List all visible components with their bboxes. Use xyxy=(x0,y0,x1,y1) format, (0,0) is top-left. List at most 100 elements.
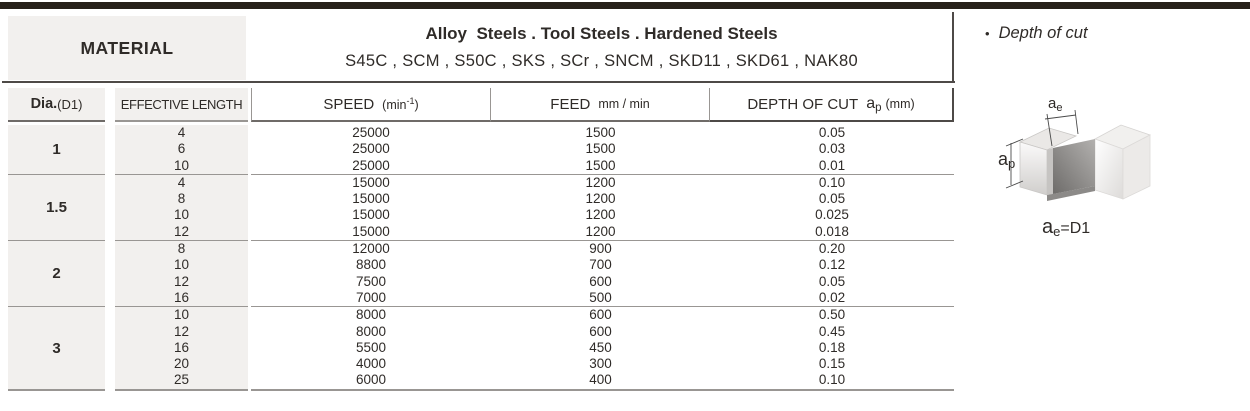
feed-value: 700 xyxy=(589,257,612,273)
steel-types-header-cell: Alloy Steels . Tool Steels . Hardened St… xyxy=(251,12,954,81)
depth-value: 0.025 xyxy=(815,207,849,223)
effective-length-value: 12 xyxy=(173,323,190,339)
table-row: 15000 1200 0.018 xyxy=(251,224,954,240)
table-row: 12000 900 0.20 xyxy=(251,241,954,257)
depth-value: 0.018 xyxy=(815,223,849,239)
depth-value: 0.01 xyxy=(818,157,846,173)
ae-equals-d1-equation: ae=D1 xyxy=(1042,216,1091,239)
feed-value: 600 xyxy=(589,307,612,323)
column-header-depth-of-cut: DEPTH OF CUT ap (mm) xyxy=(710,88,954,122)
speed-value: 25000 xyxy=(352,157,390,173)
values-group: 12000 900 0.20 8800 700 0.12 7500 600 0.05 7000 50… xyxy=(251,241,954,308)
diameter-group-label: 2 xyxy=(8,241,105,308)
speed-unit: (min-1) xyxy=(382,95,419,113)
depth-value: 0.02 xyxy=(818,289,846,305)
speed-value: 7500 xyxy=(355,273,387,289)
values-columns-body: 25000 1500 0.05 25000 1500 0.03 25000 1500 0.01 1… xyxy=(251,125,954,391)
speed-value: 15000 xyxy=(352,191,390,207)
ap-dimension-label: ap xyxy=(998,149,1016,171)
effective-length-value: 16 xyxy=(173,289,190,305)
depth-value: 0.50 xyxy=(818,307,846,323)
feed-value: 1200 xyxy=(585,207,616,223)
depth-value: 0.12 xyxy=(818,257,846,273)
ae-dimension-label: ae xyxy=(1048,95,1063,114)
diameter-label: Dia. xyxy=(30,96,58,112)
material-header-cell: MATERIAL xyxy=(8,16,246,80)
depth-value: 0.20 xyxy=(818,241,846,257)
ae-extension-right xyxy=(1074,109,1079,135)
right-block-side-face xyxy=(1122,134,1151,200)
depth-of-cut-diagram xyxy=(1005,109,1152,201)
depth-value: 0.10 xyxy=(818,174,846,190)
feed-value: 600 xyxy=(589,323,612,339)
speed-value: 4000 xyxy=(355,356,387,372)
speed-value: 25000 xyxy=(352,141,390,157)
values-group: 25000 1500 0.05 25000 1500 0.03 25000 1500 0.01 xyxy=(251,125,954,175)
depth-value: 0.05 xyxy=(818,191,846,207)
effective-length-value: 4 xyxy=(177,174,186,190)
ap-tick-bottom xyxy=(1005,180,1024,189)
speed-value: 8800 xyxy=(355,257,387,273)
table-row: 25000 1500 0.03 xyxy=(251,141,954,157)
feed-value: 1500 xyxy=(585,141,616,157)
speed-value: 15000 xyxy=(352,223,390,239)
ap-tick-top xyxy=(1005,138,1024,147)
diameter-symbol: (D1) xyxy=(57,96,83,112)
depth-of-cut-caption: • Depth of cut xyxy=(985,24,1088,43)
feed-value: 400 xyxy=(589,372,612,388)
effective-length-value: 4 xyxy=(177,125,186,140)
table-row: 6000 400 0.10 xyxy=(251,372,954,388)
feed-value: 600 xyxy=(589,273,612,289)
table-row: 8000 600 0.45 xyxy=(251,324,954,340)
column-header-speed: SPEED (min-1) xyxy=(251,88,491,122)
depth-value: 0.15 xyxy=(818,356,846,372)
feed-unit: mm / min xyxy=(598,97,650,111)
diameter-group-label: 1 xyxy=(8,125,105,175)
speed-value: 8000 xyxy=(355,323,387,339)
effective-length-value: 25 xyxy=(173,372,190,388)
ae-extension-left xyxy=(1046,113,1053,147)
effective-length-value: 16 xyxy=(173,339,190,355)
effective-length-value: 10 xyxy=(173,207,190,223)
feed-value: 500 xyxy=(589,289,612,305)
table-row: 15000 1200 0.025 xyxy=(251,207,954,223)
table-row: 5500 450 0.18 xyxy=(251,340,954,356)
feed-label: FEED xyxy=(550,95,591,113)
feed-value: 900 xyxy=(589,241,612,257)
depth-of-cut-label: DEPTH OF CUT xyxy=(747,95,859,113)
depth-value: 0.03 xyxy=(818,141,846,157)
steel-types-title: Alloy Steels . Tool Steels . Hardened St… xyxy=(425,24,778,43)
diameter-group-label: 1.5 xyxy=(8,175,105,242)
effective-length-value: 12 xyxy=(173,223,190,239)
values-group: 8000 600 0.50 8000 600 0.45 5500 450 0.18 4000 300… xyxy=(251,307,954,391)
effective-length-value: 20 xyxy=(173,356,190,372)
slot-left-wall xyxy=(1047,148,1053,195)
top-rule xyxy=(0,2,1250,9)
right-block-front-face xyxy=(1094,138,1124,200)
column-header-diameter: Dia. (D1) xyxy=(8,88,105,122)
ae-dimension-line xyxy=(1044,114,1077,120)
column-header-feed: FEED mm / min xyxy=(491,88,710,122)
effective-length-value: 10 xyxy=(173,157,190,173)
depth-value: 0.05 xyxy=(818,125,846,140)
table-row: 7500 600 0.05 xyxy=(251,274,954,290)
speed-value: 6000 xyxy=(355,372,387,388)
effective-length-value: 10 xyxy=(173,257,190,273)
feed-value: 300 xyxy=(589,356,612,372)
diameter-column-body: 1 1.5 2 3 xyxy=(8,125,105,391)
diameter-group-label: 3 xyxy=(8,307,105,391)
speed-value: 12000 xyxy=(352,241,390,257)
speed-value: 25000 xyxy=(352,125,390,140)
effective-length-group: 4 8 10 12 xyxy=(115,174,248,242)
depth-value: 0.18 xyxy=(818,339,846,355)
table-row: 25000 1500 0.05 xyxy=(251,125,954,141)
depth-value: 0.10 xyxy=(818,372,846,388)
speed-value: 7000 xyxy=(355,289,387,305)
depth-value: 0.05 xyxy=(818,273,846,289)
effective-length-value: 8 xyxy=(177,191,186,207)
table-row: 25000 1500 0.01 xyxy=(251,158,954,174)
feed-value: 1500 xyxy=(585,157,616,173)
effective-length-value: 8 xyxy=(177,241,186,257)
speed-value: 5500 xyxy=(355,339,387,355)
